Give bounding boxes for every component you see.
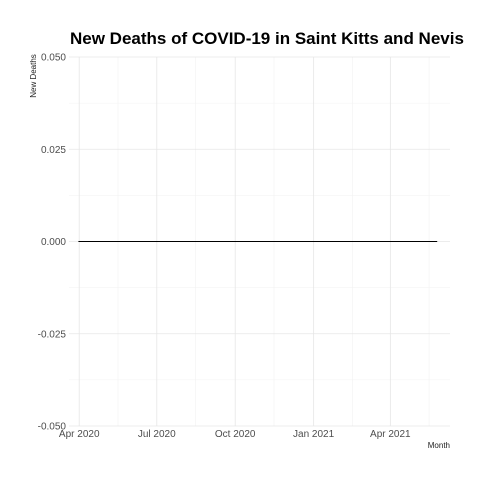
chart-title: New Deaths of COVID-19 in Saint Kitts an… bbox=[70, 29, 464, 48]
x-tick-label: Oct 2020 bbox=[215, 429, 256, 440]
x-axis-label: Month bbox=[428, 441, 450, 450]
x-tick-label: Apr 2021 bbox=[370, 429, 411, 440]
x-tick-label: Jul 2020 bbox=[138, 429, 176, 440]
y-tick-label: 0.000 bbox=[41, 237, 66, 248]
x-tick-label: Apr 2020 bbox=[59, 429, 100, 440]
y-tick-label: 0.050 bbox=[41, 53, 66, 64]
x-tick-labels: Apr 2020 Jul 2020 Oct 2020 Jan 2021 Apr 2021 bbox=[59, 429, 411, 440]
y-tick-label: -0.025 bbox=[38, 329, 67, 340]
y-tick-labels: -0.050 -0.025 0.000 0.025 0.050 bbox=[38, 53, 67, 433]
y-tick-label: 0.025 bbox=[41, 145, 66, 156]
x-tick-label: Jan 2021 bbox=[293, 429, 335, 440]
y-axis-label: New Deaths bbox=[29, 54, 38, 98]
y-tick-label: -0.050 bbox=[38, 422, 67, 433]
